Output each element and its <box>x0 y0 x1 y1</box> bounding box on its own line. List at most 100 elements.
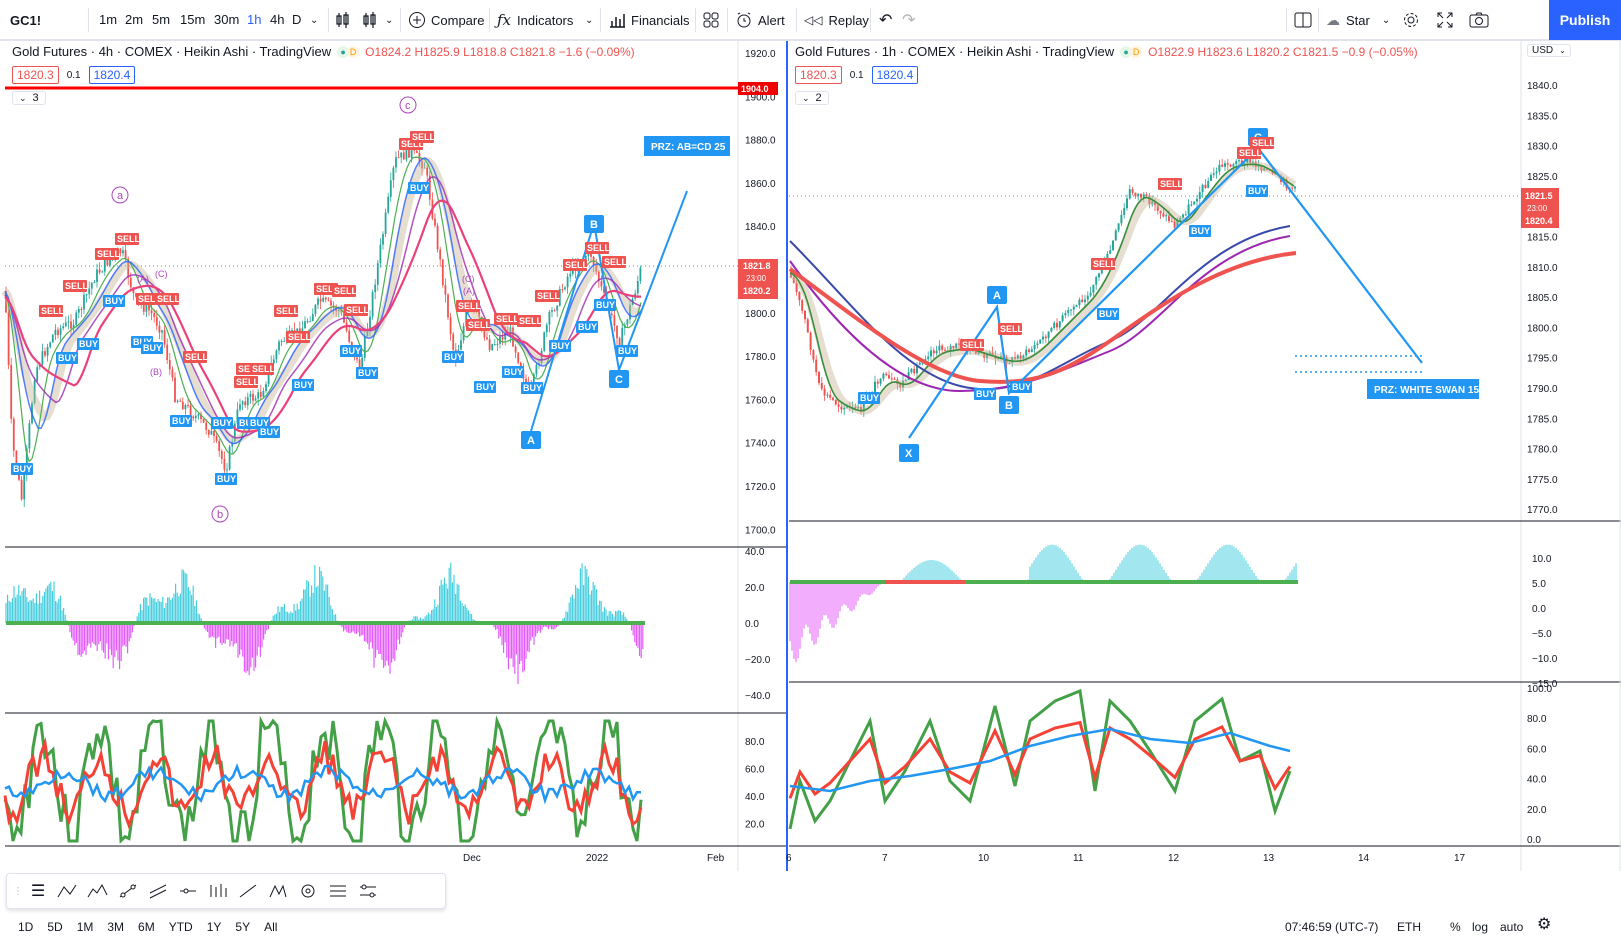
signal-sell: SELL <box>185 352 209 362</box>
interval-D[interactable]: D <box>292 12 302 27</box>
bid-price[interactable]: 1820.3 <box>12 66 59 84</box>
candle-body <box>38 364 41 368</box>
legend-collapse-button[interactable]: ⌄ 2 <box>795 91 829 105</box>
bars-style-icon[interactable] <box>335 0 351 40</box>
cycle-icon[interactable] <box>293 876 323 906</box>
bid-price[interactable]: 1820.3 <box>795 66 842 84</box>
candle-body <box>1176 221 1179 228</box>
symbol-search[interactable]: GC1! <box>10 0 41 40</box>
right-oscillator-1[interactable] <box>789 544 1298 662</box>
range-3m[interactable]: 3M <box>107 920 125 934</box>
signal-buy-bg <box>616 345 638 357</box>
publish-button[interactable]: Publish <box>1549 0 1621 40</box>
candle-body <box>1238 160 1240 162</box>
signal-buy: BUY <box>58 353 77 363</box>
interval-4h[interactable]: 4h <box>270 12 285 27</box>
chevron-down-icon[interactable]: ⌄ <box>385 14 394 26</box>
last-price: 1821.8 <box>743 261 771 271</box>
range-5d[interactable]: 5D <box>47 920 63 934</box>
fullscreen-button[interactable] <box>1437 0 1453 40</box>
right-chart-title[interactable]: Gold Futures · 1h · COMEX · Heikin Ashi … <box>795 44 1115 59</box>
bars-pattern-icon[interactable] <box>203 876 233 906</box>
left-oscillator-1[interactable] <box>5 562 645 684</box>
compare-button[interactable]: Compare <box>408 0 484 40</box>
range-1d[interactable]: 1D <box>18 920 34 934</box>
candle-body <box>551 310 553 312</box>
session-button[interactable]: ETH <box>1397 920 1421 934</box>
horizontal-ray-icon[interactable] <box>173 876 203 906</box>
line-icon[interactable] <box>233 876 263 906</box>
candle-body <box>613 315 616 326</box>
left-price-tick: 1900.0 <box>745 92 776 103</box>
left-chart-title[interactable]: Gold Futures · 4h · COMEX · Heikin Ashi … <box>12 44 332 59</box>
range-ytd[interactable]: YTD <box>168 920 193 934</box>
candle-body <box>460 340 462 350</box>
indicators-button[interactable]: ƒx Indicators <box>497 0 573 40</box>
settings-button[interactable] <box>1402 0 1420 40</box>
prz-abcd-label[interactable]: PRZ: AB=CD 25 <box>644 136 730 156</box>
candle-body <box>1081 299 1084 303</box>
prz-white-swan-label[interactable]: PRZ: WHITE SWAN 15 <box>1367 379 1479 399</box>
chart-type-button[interactable] <box>362 0 378 40</box>
left-oscillator-2[interactable] <box>3 715 643 844</box>
signal-sell: SELL <box>412 132 436 142</box>
chevron-down-icon[interactable]: ⌄ <box>585 14 594 26</box>
ask-price[interactable]: 1820.4 <box>871 66 919 84</box>
signal-sell: SELL <box>157 294 181 304</box>
drag-handle-icon[interactable]: ⋮ <box>13 885 23 897</box>
signal-buy: BUY <box>294 380 313 390</box>
candle-body <box>239 404 241 410</box>
trend-line-icon[interactable] <box>113 876 143 906</box>
range-1m[interactable]: 1M <box>76 920 94 934</box>
snapshot-button[interactable] <box>1469 0 1489 40</box>
fib-icon[interactable] <box>323 876 353 906</box>
interval-30m[interactable]: 30m <box>214 12 240 27</box>
alert-button[interactable]: Alert <box>735 0 785 40</box>
redo-icon[interactable]: ↷ <box>902 12 916 29</box>
interval-15m[interactable]: 15m <box>180 12 206 27</box>
gear-icon <box>1404 13 1418 27</box>
percent-toggle[interactable]: % <box>1450 920 1461 934</box>
chevron-down-icon[interactable]: ⌄ <box>310 14 319 26</box>
star-button[interactable]: ☁ Star ⌄ <box>1326 0 1390 40</box>
abc-pattern-icon[interactable] <box>53 876 83 906</box>
last-price-2: 1820.2 <box>743 286 771 296</box>
candle-body <box>426 167 429 176</box>
candle-body <box>584 256 587 259</box>
menu-icon[interactable]: ☰ <box>30 883 46 900</box>
range-6m[interactable]: 6M <box>138 920 155 934</box>
elliott-wave-icon[interactable] <box>83 876 113 906</box>
split-view-button[interactable] <box>1294 0 1312 40</box>
log-toggle[interactable]: log <box>1472 920 1488 934</box>
replay-button[interactable]: ◁◁ Replay <box>804 0 869 40</box>
candle-body <box>1193 201 1196 205</box>
xabcd-pattern-icon[interactable] <box>263 876 293 906</box>
sub-wave-label: (A) <box>463 286 475 296</box>
ma-purple <box>789 235 1291 393</box>
position-icon[interactable] <box>353 876 383 906</box>
channel-icon[interactable] <box>143 876 173 906</box>
financials-button[interactable]: Financials <box>608 0 690 40</box>
legend-collapse-button[interactable]: ⌄ 3 <box>12 91 46 105</box>
range-1y[interactable]: 1Y <box>206 920 222 934</box>
interval-1h[interactable]: 1h <box>247 12 262 27</box>
candle-body <box>1151 201 1154 205</box>
axis-settings-button[interactable]: ⚙ <box>1537 914 1551 934</box>
left-main-pane[interactable]: 1904.0 1821.8 23:00 1820.2 PRZ: AB=CD 25 A B Ca… <box>1 82 778 523</box>
clock-display[interactable]: 07:46:59 (UTC-7) <box>1285 920 1378 934</box>
range-all[interactable]: All <box>264 920 278 934</box>
candle-body <box>823 388 826 396</box>
currency-button[interactable]: USD ⌄ <box>1527 44 1571 57</box>
chart-canvas[interactable]: 1920.01900.01880.01860.01840.01820.01800… <box>0 41 1621 937</box>
right-oscillator-2[interactable] <box>788 688 1292 830</box>
interval-1m[interactable]: 1m <box>99 12 118 27</box>
ask-price[interactable]: 1820.4 <box>88 66 136 84</box>
interval-5m[interactable]: 5m <box>152 12 171 27</box>
auto-toggle[interactable]: auto <box>1500 920 1523 934</box>
range-5y[interactable]: 5Y <box>235 920 251 934</box>
undo-icon[interactable]: ↶ <box>879 12 893 29</box>
candle-body <box>402 152 405 160</box>
layout-button[interactable] <box>703 0 719 40</box>
interval-2m[interactable]: 2m <box>125 12 144 27</box>
